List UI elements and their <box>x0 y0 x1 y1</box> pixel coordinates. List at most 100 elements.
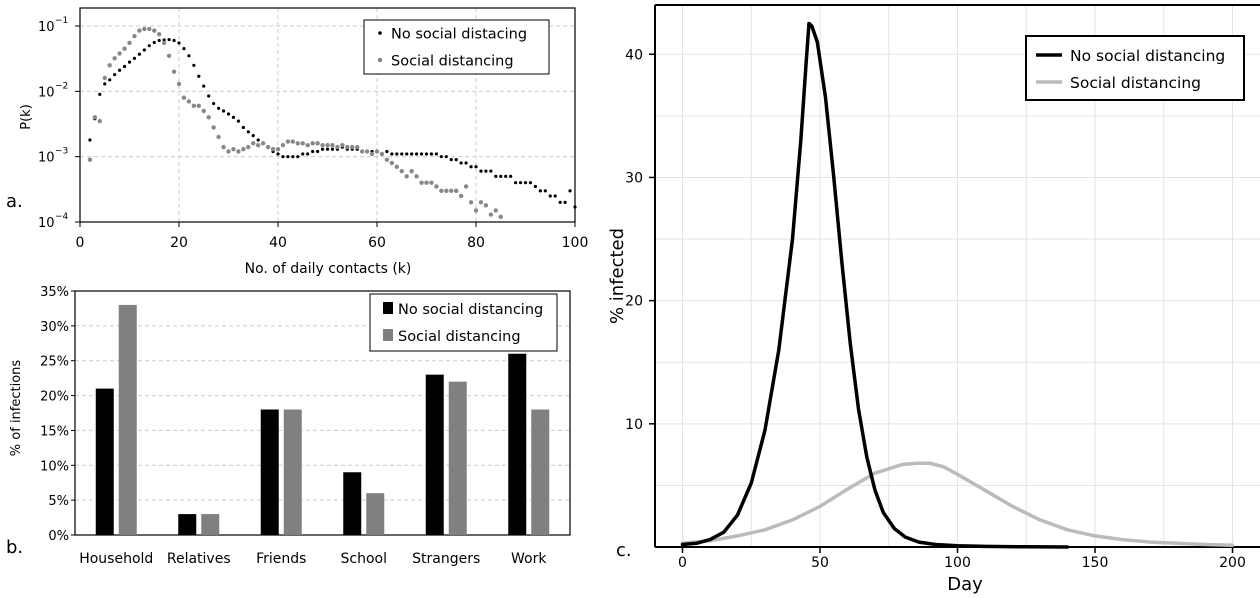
panel-a-point-no-distancing <box>142 48 146 52</box>
panel-a-point-distancing <box>176 81 182 87</box>
panel-a-point-distancing <box>241 147 246 152</box>
panel-b-category-labels: Household Relatives Friends School Strangers… <box>79 551 547 567</box>
panel-a-point-distancing <box>161 40 167 46</box>
panel-a-legend-marker-no-distancing <box>378 31 382 35</box>
panel-a-y-tick-exponent: −4 <box>55 212 69 222</box>
panel-a-point-no-distancing <box>390 152 394 156</box>
panel-a-point-no-distancing <box>573 205 577 209</box>
panel-b-y-tick-label: 0% <box>48 529 69 544</box>
panel-a-point-no-distancing <box>538 189 542 193</box>
panel-a-data-points <box>87 26 577 220</box>
panel-a-point-distancing <box>132 33 137 39</box>
panel-a-point-distancing <box>186 99 192 104</box>
panel-a-xlabel: No. of daily contacts (k) <box>245 261 412 277</box>
panel-a-point-no-distancing <box>98 92 102 96</box>
panel-a-point-no-distancing <box>281 155 285 159</box>
panel-a-point-no-distancing <box>444 155 448 159</box>
panel-a-point-no-distancing <box>489 169 493 173</box>
panel-a-point-no-distancing <box>395 152 399 156</box>
panel-a-point-no-distancing <box>311 149 315 154</box>
panel-a-point-distancing <box>424 180 429 185</box>
panel-a-point-no-distancing <box>459 161 463 165</box>
panel-a-point-no-distancing <box>256 138 260 142</box>
panel-a-point-no-distancing <box>137 52 141 56</box>
panel-a-point-distancing <box>206 115 211 120</box>
panel-a-point-no-distancing <box>405 152 409 156</box>
panel-a-point-no-distancing <box>385 149 389 154</box>
panel-b-y-tick-label: 30% <box>40 320 69 335</box>
panel-a-point-no-distancing <box>494 174 498 178</box>
panel-b-bar-no-distancing <box>508 353 527 535</box>
panel-a-point-no-distancing <box>325 147 330 151</box>
panel-a-x-tick-label: 20 <box>170 235 188 251</box>
panel-a-y-tick-base: 10 <box>38 20 55 35</box>
panel-a-point-no-distancing <box>410 152 414 156</box>
panel-c-y-ticks: 10 20 30 40 <box>625 47 655 433</box>
panel-a-scatter-chart: 0 20 40 60 80 100 10−110−210−310−4 P(k) No. o… <box>6 7 588 277</box>
panel-a-point-distancing <box>468 200 474 205</box>
panel-a-point-no-distancing <box>301 152 305 156</box>
panel-a-point-no-distancing <box>182 47 186 51</box>
panel-c-x-tick-label: 0 <box>678 555 687 571</box>
panel-a-x-tick-label: 60 <box>368 235 386 251</box>
panel-a-point-no-distancing <box>518 181 523 185</box>
panel-b-frame <box>74 290 571 536</box>
panel-a-point-distancing <box>335 144 340 150</box>
panel-a-point-no-distancing <box>226 112 231 116</box>
panel-a-y-tick-exponent: −1 <box>55 16 68 26</box>
panel-a-point-no-distancing <box>207 94 211 98</box>
panel-a-point-distancing <box>231 147 236 152</box>
panel-a-point-no-distancing <box>543 189 547 193</box>
panel-a-y-tick-label: 10 −1 <box>38 16 68 35</box>
panel-a-point-distancing <box>216 134 221 140</box>
panel-b-y-tick-label: 35% <box>40 285 69 300</box>
panel-a-point-distancing <box>236 149 241 154</box>
panel-b-ylabel: % of infections <box>9 360 24 457</box>
panel-a-point-no-distancing <box>187 54 191 58</box>
panel-b-bar-distancing <box>201 514 220 535</box>
panel-a-point-distancing <box>265 144 271 150</box>
panel-a-x-tick-label: 40 <box>269 235 287 251</box>
panel-a-point-distancing <box>350 144 355 150</box>
panel-c-x-ticks: 0 50 100 150 200 <box>678 547 1246 571</box>
panel-b-y-tick-label: 15% <box>40 424 69 439</box>
panel-a-point-distancing <box>463 184 469 189</box>
panel-a-point-no-distancing <box>231 115 236 119</box>
panel-a-point-no-distancing <box>434 152 438 156</box>
panel-b-category-label: Work <box>511 551 547 567</box>
panel-a-point-distancing <box>171 69 177 74</box>
panel-a-point-distancing <box>147 26 152 32</box>
panel-a-point-distancing <box>345 144 350 150</box>
panel-b-label: b. <box>6 537 23 558</box>
panel-b-bar-distancing <box>448 381 467 535</box>
panel-b-grid <box>75 325 570 501</box>
panel-b-legend-box <box>369 293 558 352</box>
panel-a-point-no-distancing <box>152 40 156 45</box>
panel-a-point-distancing <box>325 142 330 148</box>
panel-a-point-no-distancing <box>122 64 127 69</box>
panel-a-point-distancing <box>137 28 142 33</box>
panel-c-y-tick-label: 40 <box>625 47 643 63</box>
panel-a-y-tick-exponent: −3 <box>55 147 68 157</box>
panel-a-point-no-distancing <box>217 106 221 110</box>
panel-a-label: a. <box>6 191 23 212</box>
panel-a-point-no-distancing <box>103 82 107 86</box>
panel-a-point-no-distancing <box>276 152 280 156</box>
panel-a-point-distancing <box>320 142 325 148</box>
panel-a-point-distancing <box>122 46 127 51</box>
panel-b-y-tick-label: 20% <box>40 390 69 405</box>
panel-a-x-tick-label: 0 <box>76 235 85 251</box>
panel-a-point-distancing <box>211 125 216 130</box>
panel-a-point-no-distancing <box>197 74 201 78</box>
panel-a-point-no-distancing <box>558 200 562 204</box>
panel-b-bar-no-distancing <box>178 514 197 535</box>
panel-b-y-tick-label: 10% <box>40 459 69 474</box>
panel-a-point-no-distancing <box>291 155 295 159</box>
panel-a-point-no-distancing <box>192 63 196 67</box>
panel-a-point-no-distancing <box>172 38 176 43</box>
panel-c-line-no-distancing <box>680 21 1070 549</box>
panel-a-point-no-distancing <box>320 147 325 151</box>
panel-a-point-distancing <box>92 115 98 120</box>
panel-c-line-distancing <box>680 461 1235 547</box>
